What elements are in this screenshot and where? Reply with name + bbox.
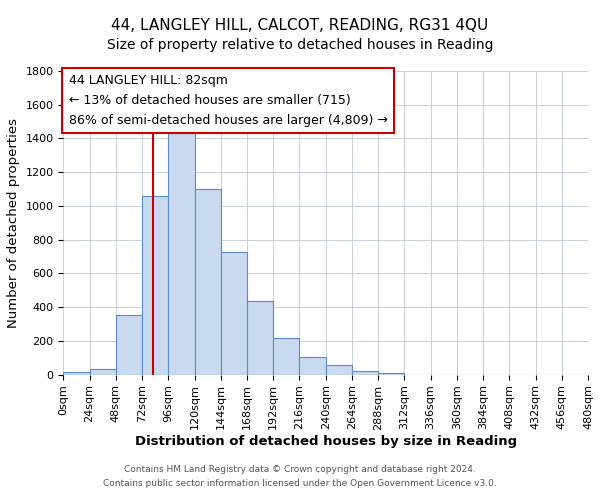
Text: Contains HM Land Registry data © Crown copyright and database right 2024.
Contai: Contains HM Land Registry data © Crown c… <box>103 466 497 487</box>
Bar <box>89 368 116 374</box>
Bar <box>299 357 326 374</box>
Bar <box>273 338 299 374</box>
Bar <box>142 196 168 374</box>
Bar <box>378 373 404 374</box>
Bar <box>247 302 273 374</box>
Bar <box>221 252 247 374</box>
X-axis label: Distribution of detached houses by size in Reading: Distribution of detached houses by size … <box>134 435 517 448</box>
Bar <box>326 366 352 374</box>
Bar <box>352 372 378 374</box>
Text: 44 LANGLEY HILL: 82sqm
← 13% of detached houses are smaller (715)
86% of semi-de: 44 LANGLEY HILL: 82sqm ← 13% of detached… <box>68 74 388 127</box>
Bar <box>168 132 194 374</box>
Y-axis label: Number of detached properties: Number of detached properties <box>7 118 20 328</box>
Bar <box>116 315 142 374</box>
Bar <box>64 372 89 374</box>
Text: 44, LANGLEY HILL, CALCOT, READING, RG31 4QU: 44, LANGLEY HILL, CALCOT, READING, RG31 … <box>112 18 488 32</box>
Bar <box>194 189 221 374</box>
Text: Size of property relative to detached houses in Reading: Size of property relative to detached ho… <box>107 38 493 52</box>
